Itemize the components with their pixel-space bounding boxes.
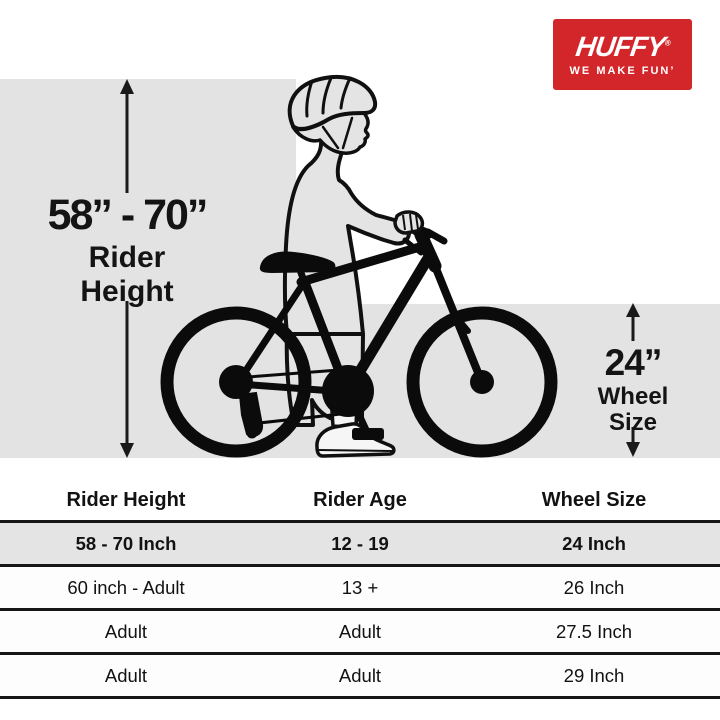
cell-wheel: 27.5 Inch	[555, 620, 633, 642]
rider-height-word-1: Rider	[88, 241, 166, 274]
cell-age: Adult	[338, 664, 382, 686]
bike-size-table: Rider Height Rider Age Wheel Size 58 - 7…	[0, 481, 720, 699]
tagline-trademark-tick: ’	[670, 64, 676, 77]
rider-hand	[393, 210, 425, 235]
huffy-tagline: WE MAKE FUN’	[569, 64, 676, 77]
cell-height: Adult	[104, 620, 148, 642]
huffy-logo: HUFFY® WE MAKE FUN’	[553, 19, 692, 90]
table-header-row: Rider Height Rider Age Wheel Size	[0, 481, 720, 520]
cell-wheel: 29 Inch	[563, 664, 625, 686]
cell-age: 13 +	[341, 576, 379, 598]
wheel-size-word-1: Wheel	[597, 383, 669, 410]
wheel-size-value: 24”	[604, 342, 663, 383]
rider-height-arrow-icon	[120, 79, 134, 458]
header-rider-age: Rider Age	[313, 489, 407, 511]
wheel-size-word-2: Size	[608, 408, 658, 436]
rider-height-word-2: Height	[80, 274, 174, 308]
table-row-24-inch: 58 - 70 Inch 12 - 19 24 Inch	[0, 520, 720, 564]
cell-wheel: 24 Inch	[562, 532, 626, 554]
wheel-size-arrow-icon	[626, 303, 640, 457]
table-row-26-inch: 60 inch - Adult 13 + 26 Inch	[0, 564, 720, 608]
huffy-brand-wordmark: HUFFY®	[573, 30, 671, 62]
rider-height-value: 58” - 70”	[47, 191, 209, 239]
table-row-29-inch: Adult Adult 29 Inch	[0, 652, 720, 699]
registered-mark: ®	[664, 38, 671, 48]
bike-size-illustration	[0, 74, 720, 458]
cell-height: 60 inch - Adult	[67, 576, 185, 598]
bicycle-silhouette	[160, 219, 558, 458]
cell-height: Adult	[104, 664, 148, 686]
cell-wheel: 26 Inch	[563, 576, 625, 598]
gray-backdrop	[0, 79, 720, 458]
cell-age: 12 - 19	[331, 532, 389, 554]
cell-age: Adult	[338, 620, 382, 642]
rider-height-annotation: 58” - 70” Rider Height	[18, 194, 236, 308]
header-wheel-size: Wheel Size	[541, 489, 647, 511]
table-row-27-5-inch: Adult Adult 27.5 Inch	[0, 608, 720, 652]
wheel-size-annotation: 24” Wheel Size	[574, 344, 692, 436]
cell-height: 58 - 70 Inch	[75, 532, 177, 554]
header-rider-height: Rider Height	[66, 489, 186, 511]
